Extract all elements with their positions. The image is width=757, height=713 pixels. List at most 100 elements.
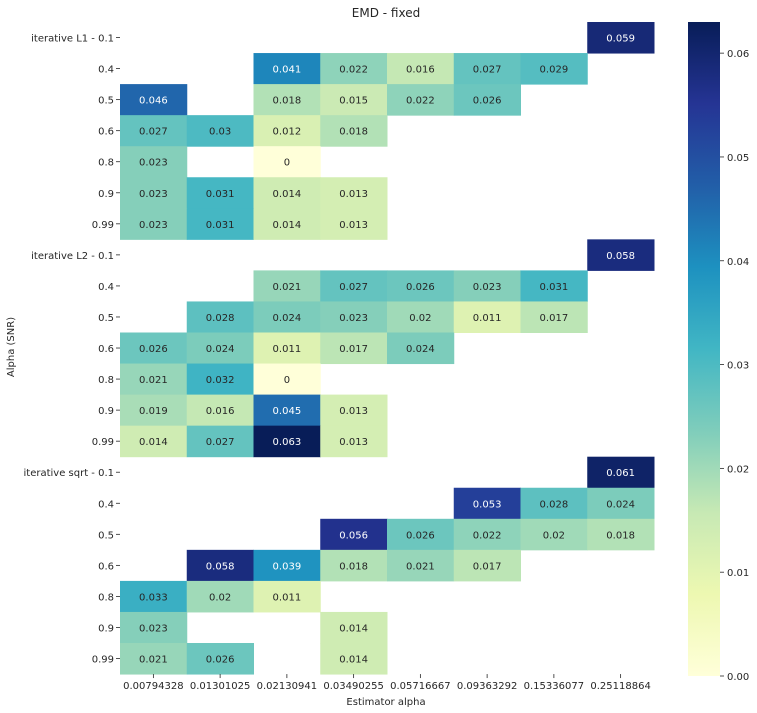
- cell-value-label: 0.026: [139, 344, 168, 355]
- x-tick-label: 0.25118864: [590, 681, 650, 692]
- x-tick-label: 0.02130941: [257, 681, 317, 692]
- heatmap-cell: [453, 53, 521, 85]
- y-tick-label: 0.6: [98, 561, 114, 572]
- cell-value-label: 0.029: [540, 65, 569, 76]
- cell-value-label: 0.011: [273, 592, 302, 603]
- cell-value-label: 0: [284, 375, 290, 386]
- cell-value-label: 0.058: [606, 251, 635, 262]
- cell-value-label: 0.063: [273, 437, 302, 448]
- cell-value-label: 0.031: [206, 220, 235, 231]
- heatmap-cell: [320, 53, 388, 85]
- heatmap-cell: [320, 643, 388, 675]
- heatmap-cell: [186, 363, 254, 396]
- heatmap-cell: [186, 177, 254, 209]
- heatmap-cell: [453, 518, 521, 551]
- cell-value-label: 0.045: [273, 406, 302, 417]
- cell-value-label: 0.024: [273, 313, 302, 324]
- colorbar-ticks: 0.00 0.01 0.02 0.03 0.04 0.05 0.06: [720, 49, 749, 683]
- cell-value-label: 0.017: [339, 344, 368, 355]
- heatmap-cell: [520, 270, 588, 302]
- cell-value-label: 0.031: [540, 282, 569, 293]
- cell-value-label: 0.026: [473, 96, 502, 107]
- cell-value-label: 0.02: [543, 530, 565, 541]
- heatmap-cell: [120, 115, 188, 147]
- cell-value-label: 0.016: [406, 65, 435, 76]
- cell-value-label: 0.019: [139, 406, 168, 417]
- cell-value-label: 0.027: [339, 282, 368, 293]
- cell-value-label: 0.021: [273, 282, 302, 293]
- x-axis: 0.00794328 0.01301025 0.02130941 0.03490255…: [123, 674, 651, 692]
- y-tick-label: 0.9: [98, 189, 114, 200]
- heatmap-cell: [253, 53, 321, 85]
- cell-value-label: 0.018: [339, 561, 368, 572]
- colorbar-tick-label: 0.00: [727, 672, 749, 683]
- heatmap-cell: [253, 425, 321, 458]
- heatmap-cell: [186, 332, 254, 365]
- colorbar-tick-label: 0.05: [727, 153, 749, 164]
- x-tick-label: 0.00794328: [123, 681, 183, 692]
- heatmap-cell: [587, 22, 655, 54]
- cell-value-label: 0.017: [540, 313, 569, 324]
- colorbar: [688, 22, 720, 676]
- cell-value-label: 0.027: [473, 65, 502, 76]
- heatmap-cell: [253, 580, 321, 613]
- heatmap-cell: [186, 549, 254, 582]
- y-tick-label: 0.8: [98, 592, 114, 603]
- heatmap-cell: [120, 643, 188, 675]
- chart-title: EMD - fixed: [352, 6, 420, 20]
- y-axis-label: Alpha (SNR): [6, 317, 17, 377]
- cell-value-label: 0.022: [473, 530, 502, 541]
- heatmap-cell: [320, 394, 388, 427]
- heatmap-cell: [587, 518, 655, 551]
- heatmap-cell: [387, 84, 455, 116]
- heatmap-cell: [253, 177, 321, 209]
- cell-value-label: 0.015: [339, 96, 368, 107]
- heatmap-cell: [186, 425, 254, 458]
- y-tick-label: 0.99: [92, 655, 114, 666]
- cell-value-label: 0.046: [139, 96, 168, 107]
- colorbar-tick-label: 0.03: [727, 361, 749, 372]
- heatmap-cell: [320, 115, 388, 147]
- heatmap-cell: [120, 208, 188, 240]
- heatmap-cell: [320, 270, 388, 302]
- cell-value-label: 0.023: [139, 158, 168, 169]
- cell-value-label: 0.011: [273, 344, 302, 355]
- y-tick-label: 0.8: [98, 375, 114, 386]
- heatmap-cell: [520, 518, 588, 551]
- cell-value-label: 0.014: [273, 220, 302, 231]
- heatmap-cell: [253, 115, 321, 147]
- heatmap-cell: [253, 394, 321, 427]
- y-tick-label: 0.6: [98, 127, 114, 138]
- cell-value-label: 0.041: [273, 65, 302, 76]
- cell-value-label: 0.013: [339, 189, 368, 200]
- x-tick-label: 0.05716667: [390, 681, 450, 692]
- y-axis: iterative L1 - 0.1 0.4 0.5 0.6 0.8 0.9 0.99 ite…: [24, 34, 120, 666]
- cell-value-label: 0.033: [139, 592, 168, 603]
- heatmap-cell: [253, 549, 321, 582]
- y-tick-label: 0.9: [98, 406, 114, 417]
- heatmap-cell: [387, 518, 455, 551]
- heatmap-cell: [320, 518, 388, 551]
- y-tick-label: 0.99: [92, 437, 114, 448]
- heatmap-cell: [320, 611, 388, 644]
- heatmap-cells: 0.059 0.041 0.022 0.016 0.027 0.029 0.046 0.018…: [120, 22, 655, 675]
- cell-value-label: 0.018: [606, 530, 635, 541]
- cell-value-label: 0.014: [139, 437, 168, 448]
- x-axis-label: Estimator alpha: [346, 697, 425, 708]
- x-tick-label: 0.15336077: [524, 681, 584, 692]
- heatmap-cell: [320, 301, 388, 333]
- heatmap-cell: [186, 115, 254, 147]
- heatmap-cell: [253, 301, 321, 333]
- heatmap-cell: [120, 580, 188, 613]
- heatmap-cell: [453, 270, 521, 302]
- cell-value-label: 0.024: [606, 499, 635, 510]
- heatmap-cell: [120, 425, 188, 458]
- heatmap-cell: [320, 208, 388, 240]
- heatmap-cell: [253, 363, 321, 396]
- cell-value-label: 0.024: [206, 344, 235, 355]
- x-tick-label: 0.03490255: [323, 681, 383, 692]
- cell-value-label: 0.018: [273, 96, 302, 107]
- heatmap-cell: [120, 84, 188, 116]
- colorbar-tick-label: 0.01: [727, 568, 749, 579]
- y-tick-label: 0.8: [98, 158, 114, 169]
